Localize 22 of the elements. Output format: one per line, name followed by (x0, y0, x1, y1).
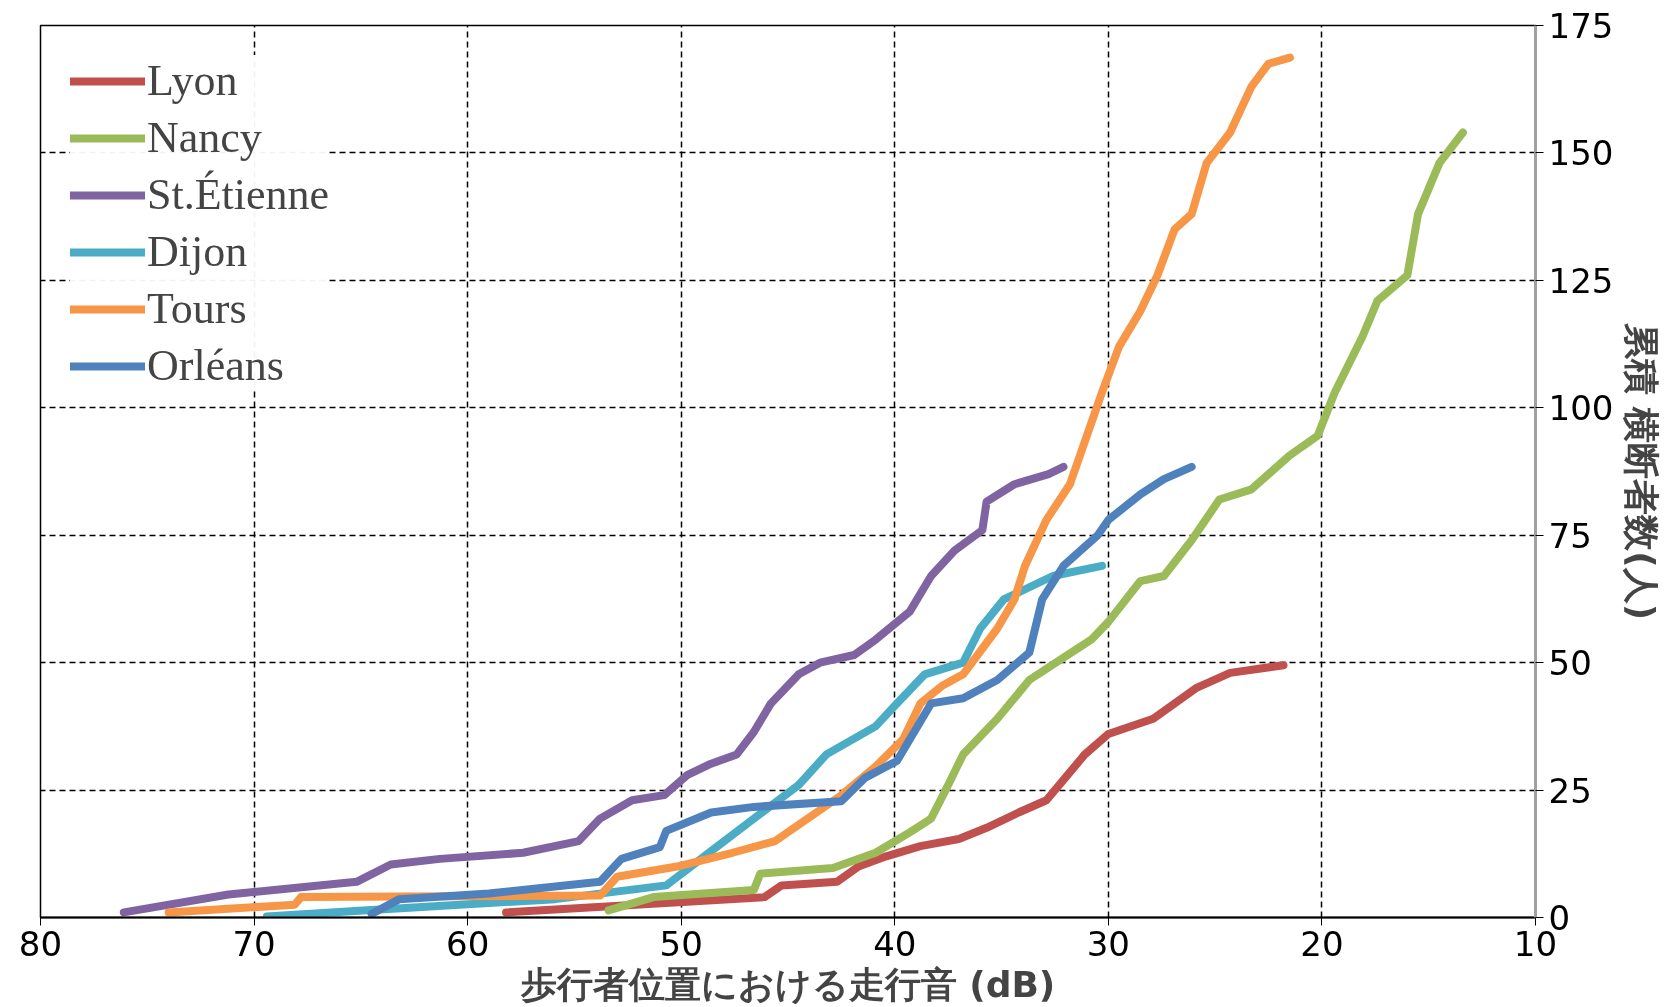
legend-label: Tours (147, 283, 247, 334)
legend-label: Dijon (147, 226, 248, 277)
y-tick-label: 50 (1548, 643, 1592, 684)
legend-label: St.Étienne (147, 169, 330, 220)
legend-label: Orléans (147, 340, 284, 391)
y-axis-title: 累積 横断者数(人) (1621, 322, 1663, 621)
y-tick-label: 150 (1548, 133, 1614, 174)
y-tick-label: 100 (1548, 388, 1614, 429)
y-tick-label: 25 (1548, 770, 1592, 811)
x-tick-label: 40 (873, 923, 917, 964)
x-tick-label: 60 (446, 923, 490, 964)
x-axis-title: 歩行者位置における走行音 (dB) (519, 963, 1056, 1005)
x-tick-label: 50 (659, 923, 703, 964)
x-tick-label: 70 (232, 923, 276, 964)
x-tick-label: 20 (1300, 923, 1344, 964)
y-tick-label: 125 (1548, 260, 1614, 301)
y-tick-label: 75 (1548, 515, 1592, 556)
y-tick-label: 175 (1548, 6, 1614, 46)
legend-label: Nancy (147, 112, 262, 163)
x-tick-label: 30 (1086, 923, 1130, 964)
legend-label: Lyon (147, 55, 238, 106)
x-tick-label: 80 (18, 923, 63, 964)
